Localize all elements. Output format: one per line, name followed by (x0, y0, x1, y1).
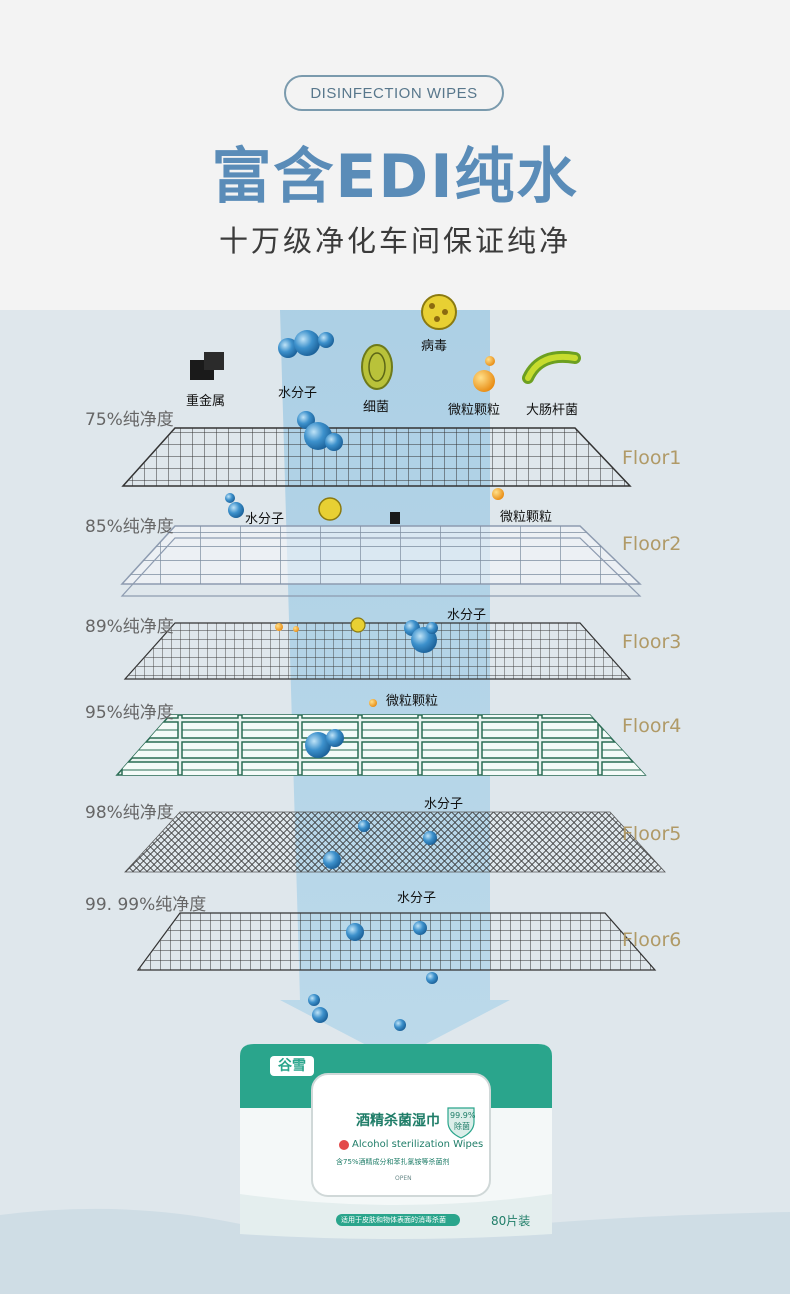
product-en-name: Alcohol sterilization Wipes (352, 1139, 484, 1150)
filter-layer-6 (136, 912, 657, 971)
water-label: 水分子 (245, 512, 285, 527)
particle-label: 微粒颗粒 (386, 694, 439, 709)
particle-label: 微粒颗粒 (448, 403, 501, 418)
heavy-metal-icon (190, 352, 224, 380)
purity-label-3: 89%纯净度 (85, 617, 174, 637)
floor-label-2: Floor2 (622, 533, 682, 555)
count-label: 80片装 (491, 1214, 531, 1228)
purity-label-1: 75%纯净度 (85, 410, 174, 430)
filter-layer-1 (121, 427, 632, 487)
floor-label-5: Floor5 (622, 823, 682, 845)
purity-label-6: 99. 99%纯净度 (85, 895, 207, 915)
filter-layer-2 (120, 525, 642, 597)
product-formula: 含75%酒精成分和苯扎氯铵等杀菌剂 (336, 1158, 450, 1166)
water-label: 水分子 (397, 891, 437, 906)
water-label: 水分子 (424, 797, 464, 812)
ecoli-label: 大肠杆菌 (526, 403, 579, 418)
water-label: 水分子 (278, 386, 318, 401)
virus-icon (421, 294, 457, 330)
page-title: 富含EDI纯水 (211, 142, 579, 212)
purity-label-5: 98%纯净度 (85, 803, 174, 823)
water-molecule-icon (278, 330, 343, 451)
particle-label: 微粒颗粒 (500, 510, 553, 525)
floor-label-4: Floor4 (622, 715, 682, 737)
product-name: 酒精杀菌湿巾 (356, 1113, 440, 1129)
floor-label-1: Floor1 (622, 447, 682, 469)
page-subtitle: 十万级净化车间保证纯净 (218, 224, 571, 258)
badge-sub: 除菌 (454, 1122, 470, 1131)
water-molecule-icon (225, 493, 438, 1031)
bacteria-label: 细菌 (363, 400, 390, 415)
wipes-package (240, 1044, 552, 1239)
bacteria-icon (361, 344, 393, 390)
heavy-metal-icon (390, 512, 400, 524)
header-area: DISINFECTION WIPES 富含EDI纯水 十万级净化车间保证纯净 (0, 0, 790, 310)
badge-percent: 99.9% (450, 1111, 476, 1120)
ecoli-icon (522, 351, 581, 384)
particle-icon (275, 356, 504, 707)
filter-layer-4 (115, 714, 647, 776)
category-tag: DISINFECTION WIPES (284, 75, 504, 111)
filter-layer-3 (123, 622, 632, 680)
virus-label: 病毒 (421, 339, 448, 354)
virus-icon (318, 497, 366, 633)
water-beam (280, 310, 510, 1060)
heavy-metal-label: 重金属 (186, 394, 226, 409)
purity-label-2: 85%纯净度 (85, 517, 174, 537)
open-label: OPEN (395, 1175, 412, 1182)
water-splash (0, 1208, 790, 1294)
floor-label-3: Floor3 (622, 631, 682, 653)
water-label: 水分子 (447, 608, 487, 623)
purity-label-4: 95%纯净度 (85, 703, 174, 723)
brand-logo: 谷雪 (278, 1058, 306, 1074)
floor-label-6: Floor6 (622, 929, 682, 951)
filter-layer-5 (124, 811, 666, 873)
usage-text: 适用于皮肤和物体表面的消毒杀菌 (341, 1216, 446, 1224)
